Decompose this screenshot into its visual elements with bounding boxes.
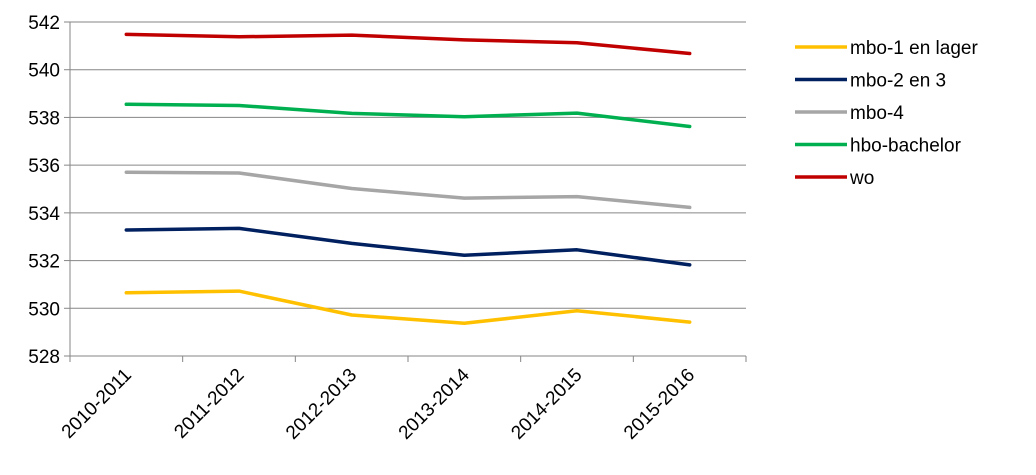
legend-label: mbo-4 bbox=[850, 103, 904, 124]
y-tick-label: 534 bbox=[28, 204, 60, 225]
series-line-3 bbox=[124, 102, 692, 129]
y-tick-label: 542 bbox=[28, 13, 60, 34]
y-tick-labels: 528 530 532 534 536 538 540 542 bbox=[28, 13, 60, 368]
x-tick-label: 2015-2016 bbox=[620, 365, 699, 444]
y-tick-label: 528 bbox=[28, 347, 60, 368]
y-tick-label: 540 bbox=[28, 61, 60, 82]
y-tick-label: 536 bbox=[28, 156, 60, 177]
axes bbox=[64, 21, 747, 362]
legend-label: mbo-1 en lager bbox=[850, 38, 978, 59]
legend: mbo-1 en lager mbo-2 en 3 mbo-4 hbo-bachelo… bbox=[795, 38, 978, 189]
series-lines bbox=[124, 32, 692, 326]
x-tick-labels: 2010-2011 2011-2012 2012-2013 2013-2014 2014… bbox=[58, 364, 699, 443]
y-tick-label: 532 bbox=[28, 252, 60, 273]
legend-item: hbo-bachelor bbox=[795, 136, 962, 157]
series-line-2 bbox=[124, 170, 692, 210]
legend-label: mbo-2 en 3 bbox=[850, 71, 946, 92]
legend-label: hbo-bachelor bbox=[850, 136, 962, 157]
x-tick-label: 2013-2014 bbox=[395, 364, 474, 443]
legend-item: mbo-1 en lager bbox=[795, 38, 978, 59]
y-tick-label: 538 bbox=[28, 108, 60, 129]
legend-item: mbo-2 en 3 bbox=[795, 71, 946, 92]
legend-item: mbo-4 bbox=[795, 103, 904, 124]
gridlines bbox=[70, 21, 746, 309]
x-tick-label: 2011-2012 bbox=[170, 365, 248, 443]
x-tick-label: 2010-2011 bbox=[58, 365, 136, 443]
legend-label: wo bbox=[849, 168, 874, 189]
legend-item: wo bbox=[795, 168, 874, 189]
x-tick-label: 2014-2015 bbox=[507, 365, 586, 444]
y-tick-label: 530 bbox=[28, 299, 60, 320]
x-tick-label: 2012-2013 bbox=[282, 365, 361, 444]
series-line-4 bbox=[124, 32, 692, 56]
series-line-1 bbox=[124, 226, 692, 267]
series-line-0 bbox=[124, 289, 692, 326]
